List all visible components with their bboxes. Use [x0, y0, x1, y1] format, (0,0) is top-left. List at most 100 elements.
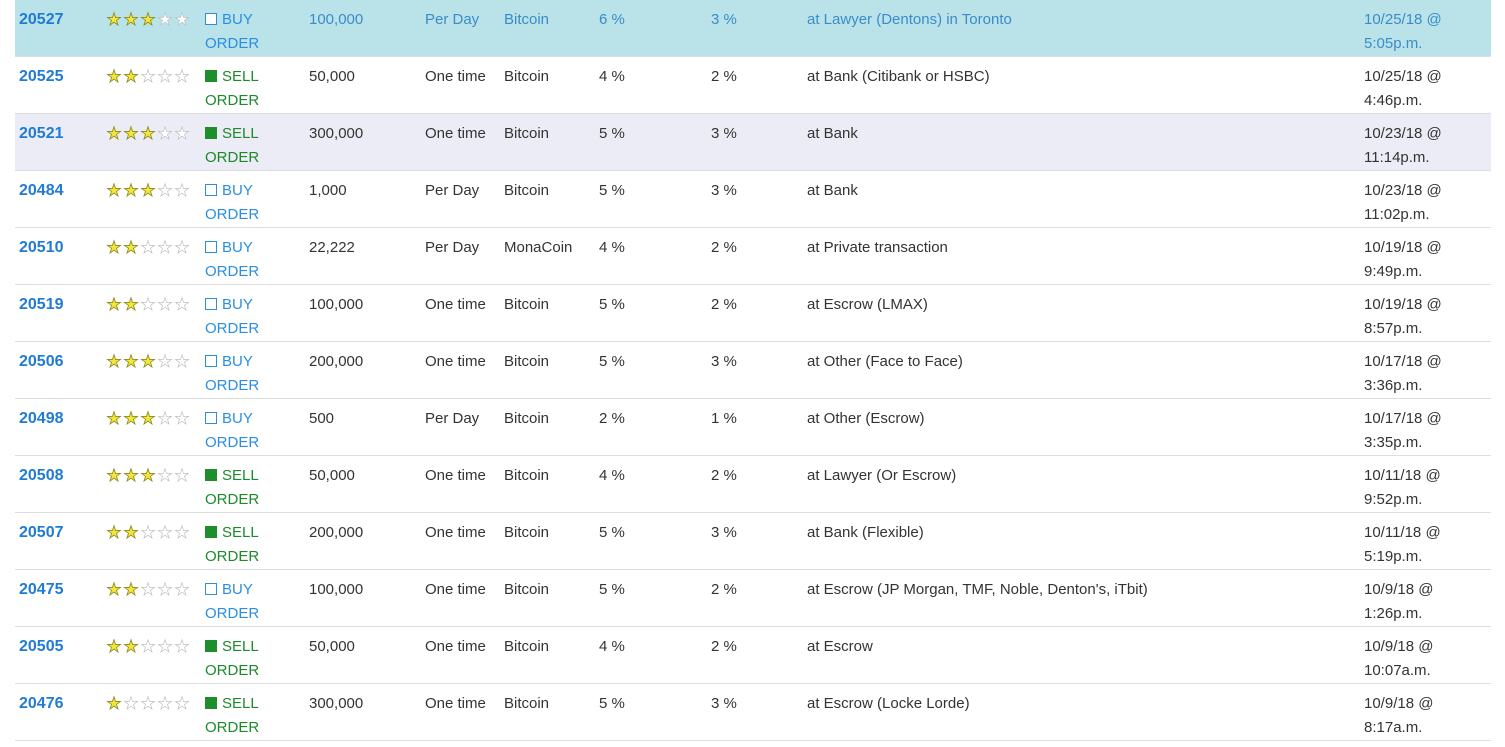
date-cell: 10/23/18 @ 11:02p.m.	[1360, 170, 1491, 228]
order-row[interactable]: 20476 ★ ★ ★ ★ ★ SELL ORDER 300,000 One time Bitcoi…	[15, 683, 1491, 741]
amount-cell: 300,000	[305, 113, 421, 171]
order-row[interactable]: 20505 ★ ★ ★ ★ ★ SELL ORDER 50,000 One time Bitcoin…	[15, 626, 1491, 684]
fee-primary-cell: 4 %	[595, 626, 707, 684]
fee-primary-cell: 5 %	[595, 569, 707, 627]
order-id-link[interactable]: 20476	[19, 695, 64, 712]
order-date: 10/23/18 @	[1364, 182, 1442, 199]
buy-order-label: BUY ORDER	[205, 179, 301, 227]
star-filled-icon: ★	[140, 124, 156, 144]
date-cell: 10/9/18 @ 10:07a.m.	[1360, 626, 1491, 684]
order-row[interactable]: 20508 ★ ★ ★ ★ ★ SELL ORDER 50,000 One time Bitcoin…	[15, 455, 1491, 513]
frequency-cell: Per Day	[421, 398, 500, 456]
order-row[interactable]: 20498 ★ ★ ★ ★ ★ BUY ORDER 500 Per Day Bitcoin 2 % 1 …	[15, 398, 1491, 456]
order-word: ORDER	[205, 719, 260, 736]
order-id-link[interactable]: 20519	[19, 296, 64, 313]
order-row[interactable]: 20510 ★ ★ ★ ★ ★ BUY ORDER 22,222 Per Day MonaCoin 4…	[15, 227, 1491, 285]
fee-secondary-cell: 2 %	[707, 455, 803, 513]
rating-cell: ★ ★ ★ ★ ★	[101, 626, 201, 684]
star-filled-icon: ★	[106, 352, 122, 372]
date-cell: 10/17/18 @ 3:36p.m.	[1360, 341, 1491, 399]
sell-order-label: SELL ORDER	[205, 692, 301, 740]
order-id-link[interactable]: 20525	[19, 68, 64, 85]
order-id-link[interactable]: 20510	[19, 239, 64, 256]
star-empty-icon: ★	[140, 523, 156, 543]
date-cell: 10/11/18 @ 5:19p.m.	[1360, 512, 1491, 570]
order-row[interactable]: 20521 ★ ★ ★ ★ ★ SELL ORDER 300,000 One time Bitcoi…	[15, 113, 1491, 171]
order-id-link[interactable]: 20505	[19, 638, 64, 655]
currency-cell: Bitcoin	[500, 569, 595, 627]
buy-order-label: BUY ORDER	[205, 8, 301, 56]
order-row[interactable]: 20506 ★ ★ ★ ★ ★ BUY ORDER 200,000 One time Bitcoin…	[15, 341, 1491, 399]
order-type-text: BUY	[222, 581, 253, 598]
order-word: ORDER	[205, 605, 260, 622]
currency-cell: MonaCoin	[500, 227, 595, 285]
currency-cell: Bitcoin	[500, 0, 595, 57]
order-id-link[interactable]: 20527	[19, 11, 64, 28]
star-filled-icon: ★	[123, 10, 139, 30]
star-empty-icon: ★	[174, 409, 190, 429]
buy-square-icon	[205, 241, 217, 253]
frequency-cell: Per Day	[421, 170, 500, 228]
star-empty-icon: ★	[157, 181, 173, 201]
order-type-cell: SELL ORDER	[201, 683, 305, 741]
order-id-link[interactable]: 20506	[19, 353, 64, 370]
fee-primary-cell: 5 %	[595, 284, 707, 342]
rating-cell: ★ ★ ★ ★ ★	[101, 113, 201, 171]
order-id-cell: 20521	[15, 113, 101, 171]
order-id-link[interactable]: 20498	[19, 410, 64, 427]
order-row[interactable]: 20507 ★ ★ ★ ★ ★ SELL ORDER 200,000 One time Bitcoi…	[15, 512, 1491, 570]
order-row[interactable]: 20519 ★ ★ ★ ★ ★ BUY ORDER 100,000 One time Bitcoin…	[15, 284, 1491, 342]
order-id-cell: 20525	[15, 56, 101, 114]
order-type-cell: BUY ORDER	[201, 341, 305, 399]
rating-cell: ★ ★ ★ ★ ★	[101, 455, 201, 513]
order-row[interactable]: 20475 ★ ★ ★ ★ ★ BUY ORDER 100,000 One time Bitcoin…	[15, 569, 1491, 627]
fee-primary-cell: 6 %	[595, 0, 707, 57]
order-id-link[interactable]: 20484	[19, 182, 64, 199]
orders-table: 20527 ★ ★ ★ ★ ★ BUY ORDER 100,000 Per Day Bitcoin 6…	[15, 0, 1491, 741]
order-type-text: SELL	[222, 638, 259, 655]
frequency-cell: One time	[421, 56, 500, 114]
order-row[interactable]: 20484 ★ ★ ★ ★ ★ BUY ORDER 1,000 Per Day Bitcoin 5 %…	[15, 170, 1491, 228]
fee-secondary-cell: 3 %	[707, 0, 803, 57]
frequency-cell: One time	[421, 455, 500, 513]
currency-cell: Bitcoin	[500, 512, 595, 570]
order-type-cell: SELL ORDER	[201, 113, 305, 171]
order-type-text: BUY	[222, 296, 253, 313]
date-cell: 10/17/18 @ 3:35p.m.	[1360, 398, 1491, 456]
star-empty-icon: ★	[174, 181, 190, 201]
order-row[interactable]: 20527 ★ ★ ★ ★ ★ BUY ORDER 100,000 Per Day Bitcoin 6…	[15, 0, 1491, 57]
order-id-link[interactable]: 20507	[19, 524, 64, 541]
star-filled-icon: ★	[106, 67, 122, 87]
order-row[interactable]: 20525 ★ ★ ★ ★ ★ SELL ORDER 50,000 One time Bitcoin…	[15, 56, 1491, 114]
order-id-cell: 20476	[15, 683, 101, 741]
order-type-cell: BUY ORDER	[201, 284, 305, 342]
star-filled-icon: ★	[123, 238, 139, 258]
order-date: 10/19/18 @	[1364, 239, 1442, 256]
location-cell: at Other (Face to Face)	[803, 341, 1360, 399]
fee-primary-cell: 4 %	[595, 56, 707, 114]
star-filled-icon: ★	[106, 466, 122, 486]
star-filled-icon: ★	[123, 409, 139, 429]
order-type-text: SELL	[222, 695, 259, 712]
currency-cell: Bitcoin	[500, 113, 595, 171]
order-type-text: SELL	[222, 524, 259, 541]
order-word: ORDER	[205, 149, 260, 166]
order-id-link[interactable]: 20521	[19, 125, 64, 142]
location-cell: at Escrow (LMAX)	[803, 284, 1360, 342]
frequency-cell: Per Day	[421, 227, 500, 285]
location-cell: at Escrow (Locke Lorde)	[803, 683, 1360, 741]
order-id-link[interactable]: 20475	[19, 581, 64, 598]
order-id-link[interactable]: 20508	[19, 467, 64, 484]
order-time: 4:46p.m.	[1364, 92, 1423, 109]
buy-order-label: BUY ORDER	[205, 407, 301, 455]
order-id-cell: 20498	[15, 398, 101, 456]
fee-primary-cell: 2 %	[595, 398, 707, 456]
fee-primary-cell: 5 %	[595, 341, 707, 399]
star-empty-icon: ★	[157, 694, 173, 714]
amount-cell: 200,000	[305, 512, 421, 570]
star-empty-icon: ★	[140, 637, 156, 657]
rating-cell: ★ ★ ★ ★ ★	[101, 227, 201, 285]
rating-cell: ★ ★ ★ ★ ★	[101, 512, 201, 570]
order-time: 5:19p.m.	[1364, 548, 1423, 565]
fee-secondary-cell: 2 %	[707, 227, 803, 285]
